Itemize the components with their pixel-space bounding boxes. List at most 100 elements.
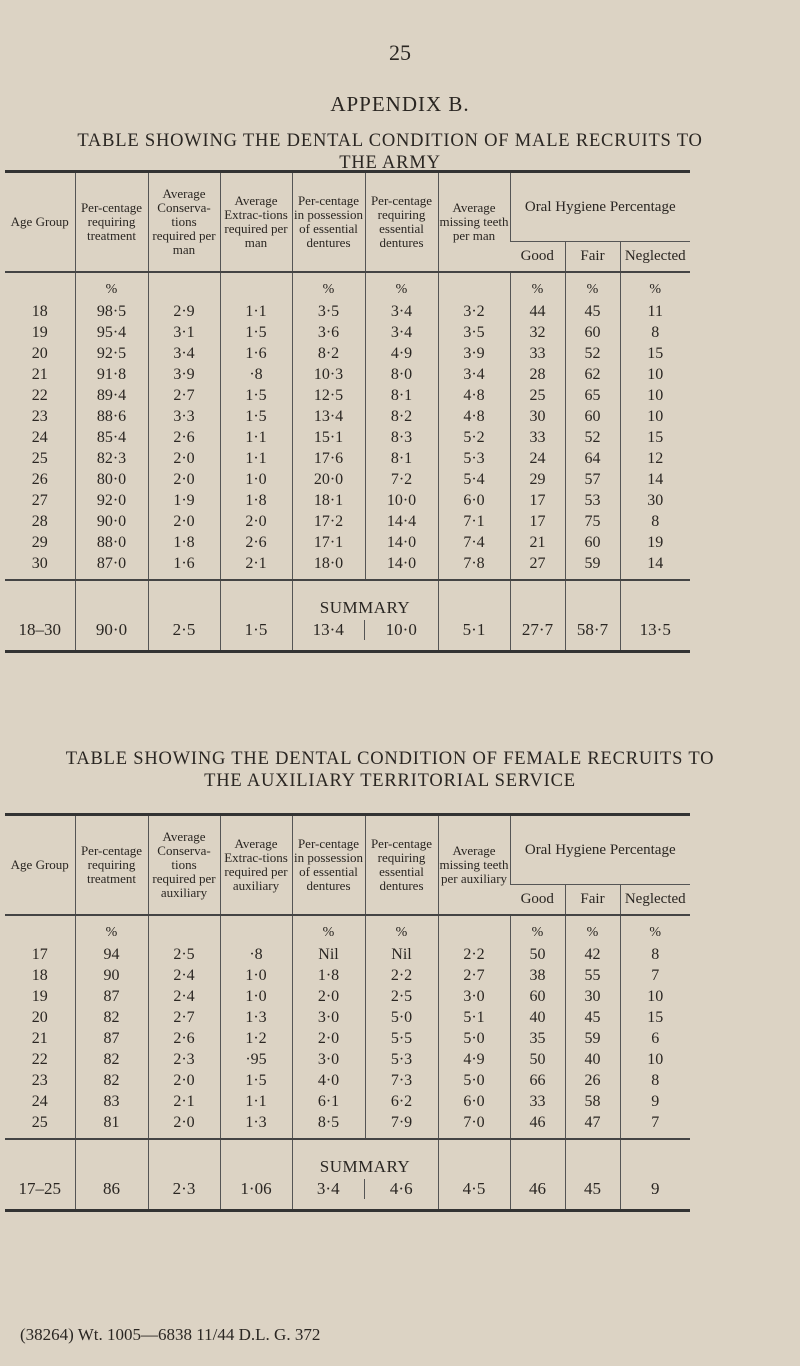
cell: 10	[619, 384, 690, 406]
cell: 82	[74, 1006, 148, 1028]
cell: 62	[564, 363, 620, 385]
cell: 5·3	[437, 447, 510, 469]
cell: 60	[509, 985, 565, 1007]
cell: 29	[31, 533, 48, 551]
summary-cell: 2·5	[147, 578, 220, 653]
table-row: 20 82 2·7 1·3 3·0 5·0 5·1 40 45 15	[5, 1006, 690, 1028]
cell: 59	[564, 1027, 620, 1049]
cell: 26	[31, 470, 48, 488]
cell: 75	[564, 510, 620, 532]
summary-cell: 3·4	[293, 1179, 365, 1199]
cell: 6·0	[437, 1090, 510, 1112]
cell: 50	[509, 1048, 565, 1070]
cell: 4·8	[437, 405, 510, 427]
cell: 3·0	[291, 1048, 365, 1070]
cell: 90·0	[74, 510, 148, 532]
cell: 2·2	[364, 964, 438, 986]
header-fair: Fair	[564, 884, 620, 916]
cell: 2·6	[219, 531, 292, 553]
cell: 55	[564, 964, 620, 986]
cell: 88·6	[74, 405, 148, 427]
unit-percent: %	[364, 270, 438, 301]
table-row: 25 82·3 2·0 1·1 17·6 8·1 5·3 24 64 12	[5, 447, 690, 469]
cell: 3·6	[291, 321, 365, 343]
cell: 8·3	[364, 426, 438, 448]
cell: 42	[564, 943, 620, 965]
header-conservations: Average Conserva-tions required per auxi…	[147, 813, 220, 915]
cell: 30	[564, 985, 620, 1007]
table-row: 24 85·4 2·6 1·1 15·1 8·3 5·2 33 52 15	[5, 426, 690, 448]
cell: 3·4	[364, 300, 438, 322]
summary-cell: 2·3	[147, 1137, 220, 1212]
cell: 85·4	[74, 426, 148, 448]
cell: 7	[619, 964, 690, 986]
cell: 5·0	[364, 1006, 438, 1028]
header-possession-dentures: Per-centage in possession of essential d…	[291, 813, 365, 915]
header-requiring-dentures: Per-centage requiring essential dentures	[364, 813, 438, 915]
cell: 18	[31, 966, 48, 984]
cell: 94	[74, 943, 148, 965]
cell: 22	[31, 386, 48, 404]
cell: 3·2	[437, 300, 510, 322]
cell: 92·0	[74, 489, 148, 511]
table-row: 27 92·0 1·9 1·8 18·1 10·0 6·0 17 53 30	[5, 489, 690, 511]
print-footer: (38264) Wt. 1005—6838 11/44 D.L. G. 372	[20, 1325, 321, 1344]
cell: 5·3	[364, 1048, 438, 1070]
unit-percent: %	[509, 913, 565, 944]
table-row: 29 88·0 1·8 2·6 17·1 14·0 7·4 21 60 19	[5, 531, 690, 553]
cell: 1·1	[219, 426, 292, 448]
cell: 2·5	[364, 985, 438, 1007]
cell: 7·0	[437, 1111, 510, 1133]
cell: 5·4	[437, 468, 510, 490]
table-row: 23 88·6 3·3 1·5 13·4 8·2 4·8 30 60 10	[5, 405, 690, 427]
female-table-title: TABLE SHOWING THE DENTAL CONDITION OF FE…	[65, 749, 715, 791]
cell: 6·2	[364, 1090, 438, 1112]
cell: 21	[31, 1029, 48, 1047]
cell: 15·1	[291, 426, 365, 448]
header-neglected: Neglected	[619, 884, 690, 916]
cell: 1·6	[219, 342, 292, 364]
cell: 18·1	[291, 489, 365, 511]
cell: 30	[619, 489, 690, 511]
header-good: Good	[510, 884, 565, 916]
cell: 3·0	[437, 985, 510, 1007]
cell: 20·0	[291, 468, 365, 490]
cell: 87	[74, 985, 148, 1007]
cell: 28	[509, 363, 565, 385]
cell: 5·2	[437, 426, 510, 448]
cell: 19	[619, 531, 690, 553]
cell: 6·1	[291, 1090, 365, 1112]
cell: 13·4	[291, 405, 365, 427]
cell: 1·0	[219, 985, 292, 1007]
cell: 2·0	[147, 1111, 220, 1133]
cell: 2·7	[147, 384, 220, 406]
cell: 45	[564, 300, 620, 322]
cell: 5·0	[437, 1027, 510, 1049]
cell: 1·8	[147, 531, 220, 553]
cell: 3·5	[291, 300, 365, 322]
cell: 2·0	[291, 1027, 365, 1049]
header-extractions: Average Extrac-tions required per auxili…	[219, 813, 292, 915]
cell: 2·5	[147, 943, 220, 965]
table-row: 22 89·4 2·7 1·5 12·5 8·1 4·8 25 65 10	[5, 384, 690, 406]
header-age-group: Age Group	[5, 170, 75, 272]
cell: 5·1	[437, 1006, 510, 1028]
cell: 2·0	[147, 510, 220, 532]
cell: 3·1	[147, 321, 220, 343]
cell: 89·4	[74, 384, 148, 406]
cell: 25	[31, 1113, 48, 1131]
cell: 33	[509, 1090, 565, 1112]
cell: 10·3	[291, 363, 365, 385]
cell: 23	[31, 1071, 48, 1089]
cell: 8·0	[364, 363, 438, 385]
cell: 24	[31, 1092, 48, 1110]
cell: 3·9	[147, 363, 220, 385]
unit-percent	[219, 913, 292, 944]
cell: 60	[564, 531, 620, 553]
cell: 8·1	[364, 384, 438, 406]
cell: ·95	[219, 1048, 292, 1070]
cell: 2·0	[291, 985, 365, 1007]
cell: 33	[509, 342, 565, 364]
cell: 26	[564, 1069, 620, 1091]
cell: 15	[619, 342, 690, 364]
